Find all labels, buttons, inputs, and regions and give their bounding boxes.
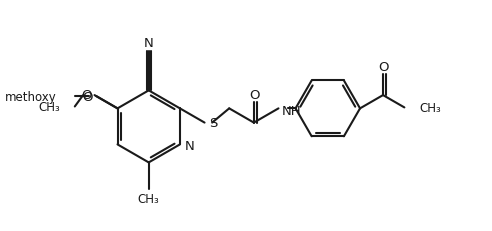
Text: N: N xyxy=(144,37,154,50)
Text: NH: NH xyxy=(281,104,301,117)
Text: CH₃: CH₃ xyxy=(138,192,159,205)
Text: O: O xyxy=(379,61,389,74)
Text: O: O xyxy=(82,88,92,101)
Text: O: O xyxy=(82,91,93,104)
Text: CH₃: CH₃ xyxy=(38,100,60,113)
Text: O: O xyxy=(249,88,260,101)
Text: CH₃: CH₃ xyxy=(420,101,441,114)
Text: methoxy: methoxy xyxy=(4,90,56,103)
Text: N: N xyxy=(184,139,194,152)
Text: S: S xyxy=(209,117,217,130)
